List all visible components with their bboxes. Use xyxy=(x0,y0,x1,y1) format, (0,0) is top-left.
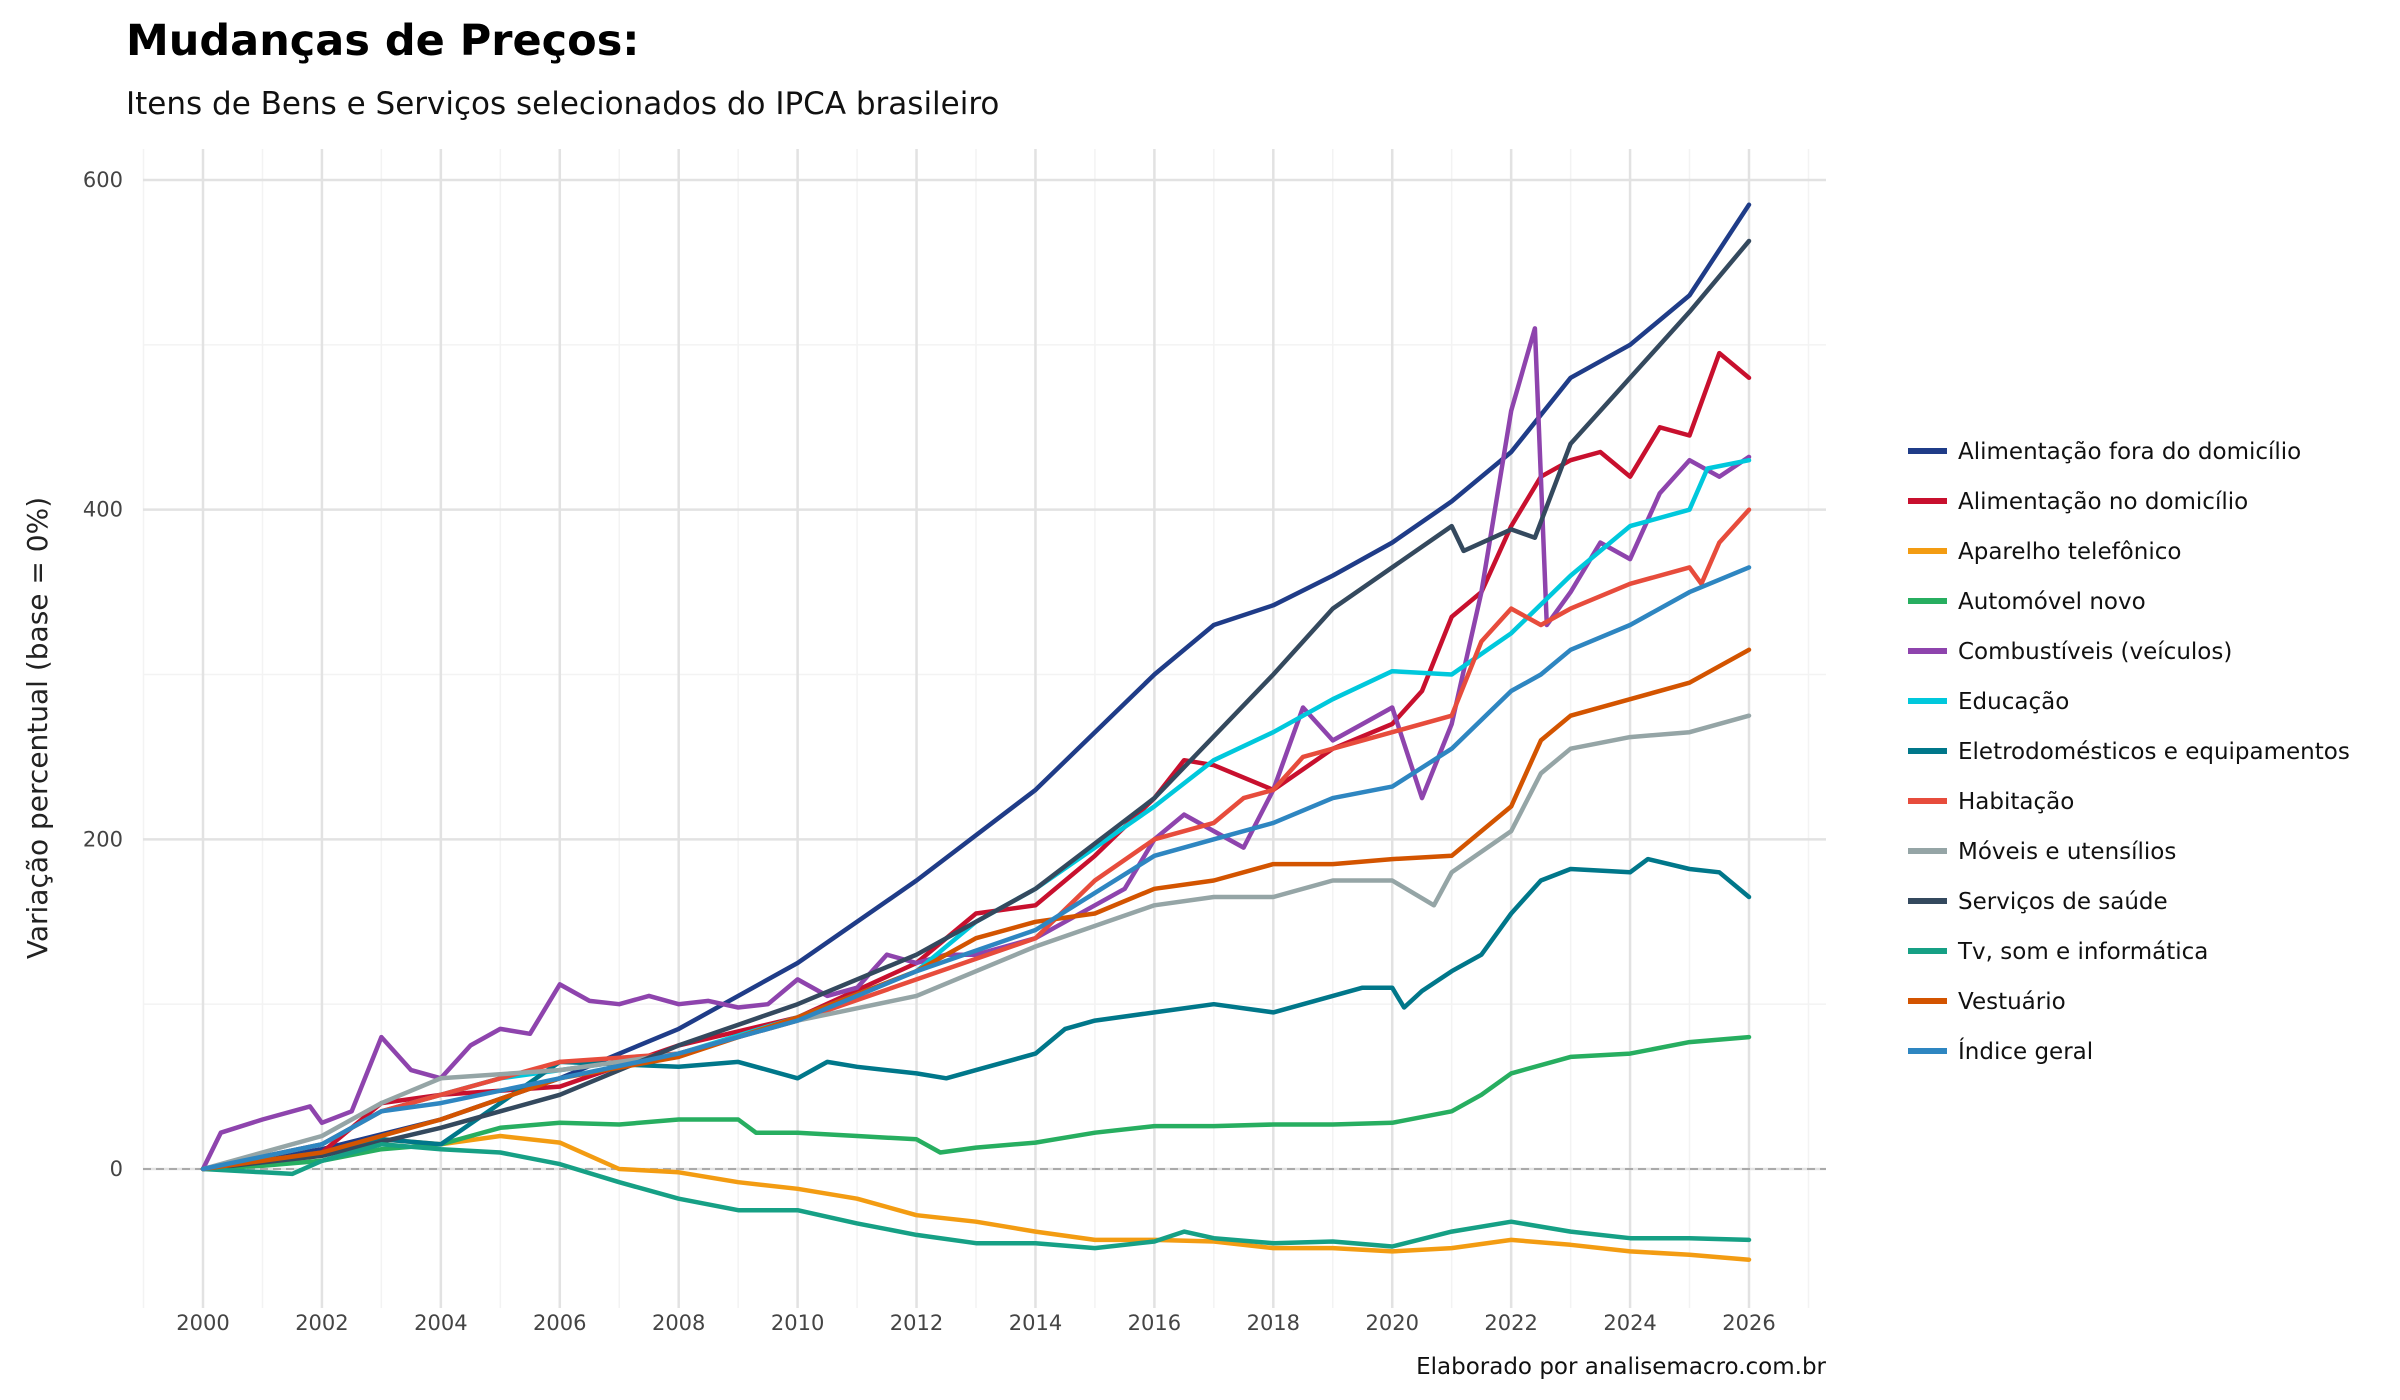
x-tick-label: 2002 xyxy=(295,1311,348,1335)
y-tick-label: 0 xyxy=(110,1157,123,1181)
x-tick-label: 2008 xyxy=(652,1311,705,1335)
legend-label: Móveis e utensílios xyxy=(1958,839,2176,865)
x-tick-label: 2014 xyxy=(1009,1311,1062,1335)
series-line-3 xyxy=(200,1034,1752,1172)
legend-label: Aparelho telefônico xyxy=(1958,539,2181,565)
x-tick-label: 2004 xyxy=(414,1311,467,1335)
x-tick-label: 2018 xyxy=(1247,1311,1300,1335)
y-tick-label: 200 xyxy=(83,827,123,851)
x-tick-label: 2022 xyxy=(1484,1311,1537,1335)
x-tick-label: 2026 xyxy=(1722,1311,1775,1335)
legend-label: Serviços de saúde xyxy=(1958,889,2168,915)
series-line-10 xyxy=(200,1142,1752,1251)
legend-label: Educação xyxy=(1958,689,2069,715)
legend-label: Combustíveis (veículos) xyxy=(1958,639,2232,665)
legend-label: Automóvel novo xyxy=(1958,589,2146,615)
series-line-6 xyxy=(200,856,1752,1172)
legend-label: Habitação xyxy=(1958,789,2074,815)
x-tick-label: 2016 xyxy=(1128,1311,1181,1335)
x-tick-label: 2010 xyxy=(771,1311,824,1335)
y-axis-label: Variação percentual (base = 0%) xyxy=(21,497,54,959)
series-line-12 xyxy=(200,565,1752,1172)
chart-subtitle: Itens de Bens e Serviços selecionados do… xyxy=(126,86,1000,122)
series-line-9 xyxy=(200,238,1752,1172)
x-tick-label: 2006 xyxy=(533,1311,586,1335)
legend-label: Eletrodomésticos e equipamentos xyxy=(1958,739,2350,765)
legend-label: Alimentação fora do domicílio xyxy=(1958,439,2301,465)
x-tick-label: 2012 xyxy=(890,1311,943,1335)
legend-label: Índice geral xyxy=(1958,1037,2093,1065)
series-line-2 xyxy=(200,1133,1752,1262)
chart-caption: Elaborado por analisemacro.com.br xyxy=(1416,1354,1826,1380)
x-tick-label: 2000 xyxy=(176,1311,229,1335)
x-tick-label: 2020 xyxy=(1366,1311,1419,1335)
series-line-8 xyxy=(200,713,1752,1172)
legend-label: Tv, som e informática xyxy=(1957,939,2208,965)
legend-label: Alimentação no domicílio xyxy=(1958,489,2248,515)
y-tick-label: 400 xyxy=(83,498,123,522)
chart-title: Mudanças de Preços: xyxy=(126,16,640,66)
legend-label: Vestuário xyxy=(1958,989,2066,1015)
y-tick-label: 600 xyxy=(83,168,123,192)
x-tick-label: 2024 xyxy=(1603,1311,1656,1335)
series-line-7 xyxy=(200,507,1752,1172)
